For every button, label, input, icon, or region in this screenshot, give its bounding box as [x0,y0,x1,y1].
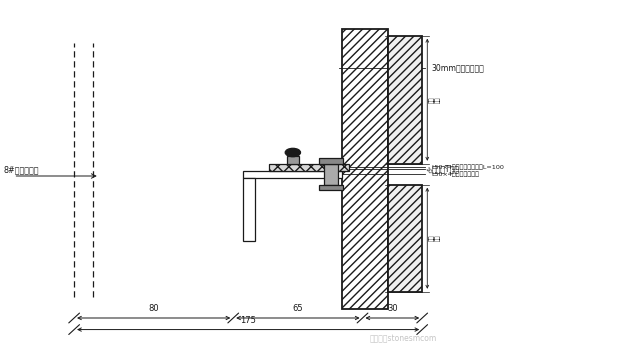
Bar [243,171,342,178]
Text: L50×4热镀锌角钢檩架: L50×4热镀锌角钢檩架 [432,171,480,177]
Bar [388,36,422,164]
Text: 30mm厚花岗岩石材: 30mm厚花岗岩石材 [432,63,484,72]
Bar [342,29,388,309]
Text: 80: 80 [148,304,159,313]
Bar [269,164,349,171]
Text: 10: 10 [424,166,433,175]
Text: 175: 175 [240,316,256,325]
Text: 65: 65 [292,304,303,313]
Bar [324,164,338,185]
Text: 微信号：stonesmcom: 微信号：stonesmcom [369,334,436,344]
Bar [287,156,299,164]
Bar [319,185,343,190]
Bar [319,158,343,164]
Text: L50×4热镀锌角钢转接件L=100: L50×4热镀锌角钢转接件L=100 [432,164,504,170]
Text: 不锈钢T挂件: 不锈钢T挂件 [432,164,460,174]
Text: 石材
尺寸: 石材 尺寸 [429,235,440,241]
Bar [243,178,255,241]
Bar [388,185,422,292]
Text: 8#热镀锌槽钢: 8#热镀锌槽钢 [4,165,40,174]
Circle shape [285,148,301,157]
Text: 30: 30 [387,304,397,313]
Text: 石材
尺寸: 石材 尺寸 [429,96,440,103]
